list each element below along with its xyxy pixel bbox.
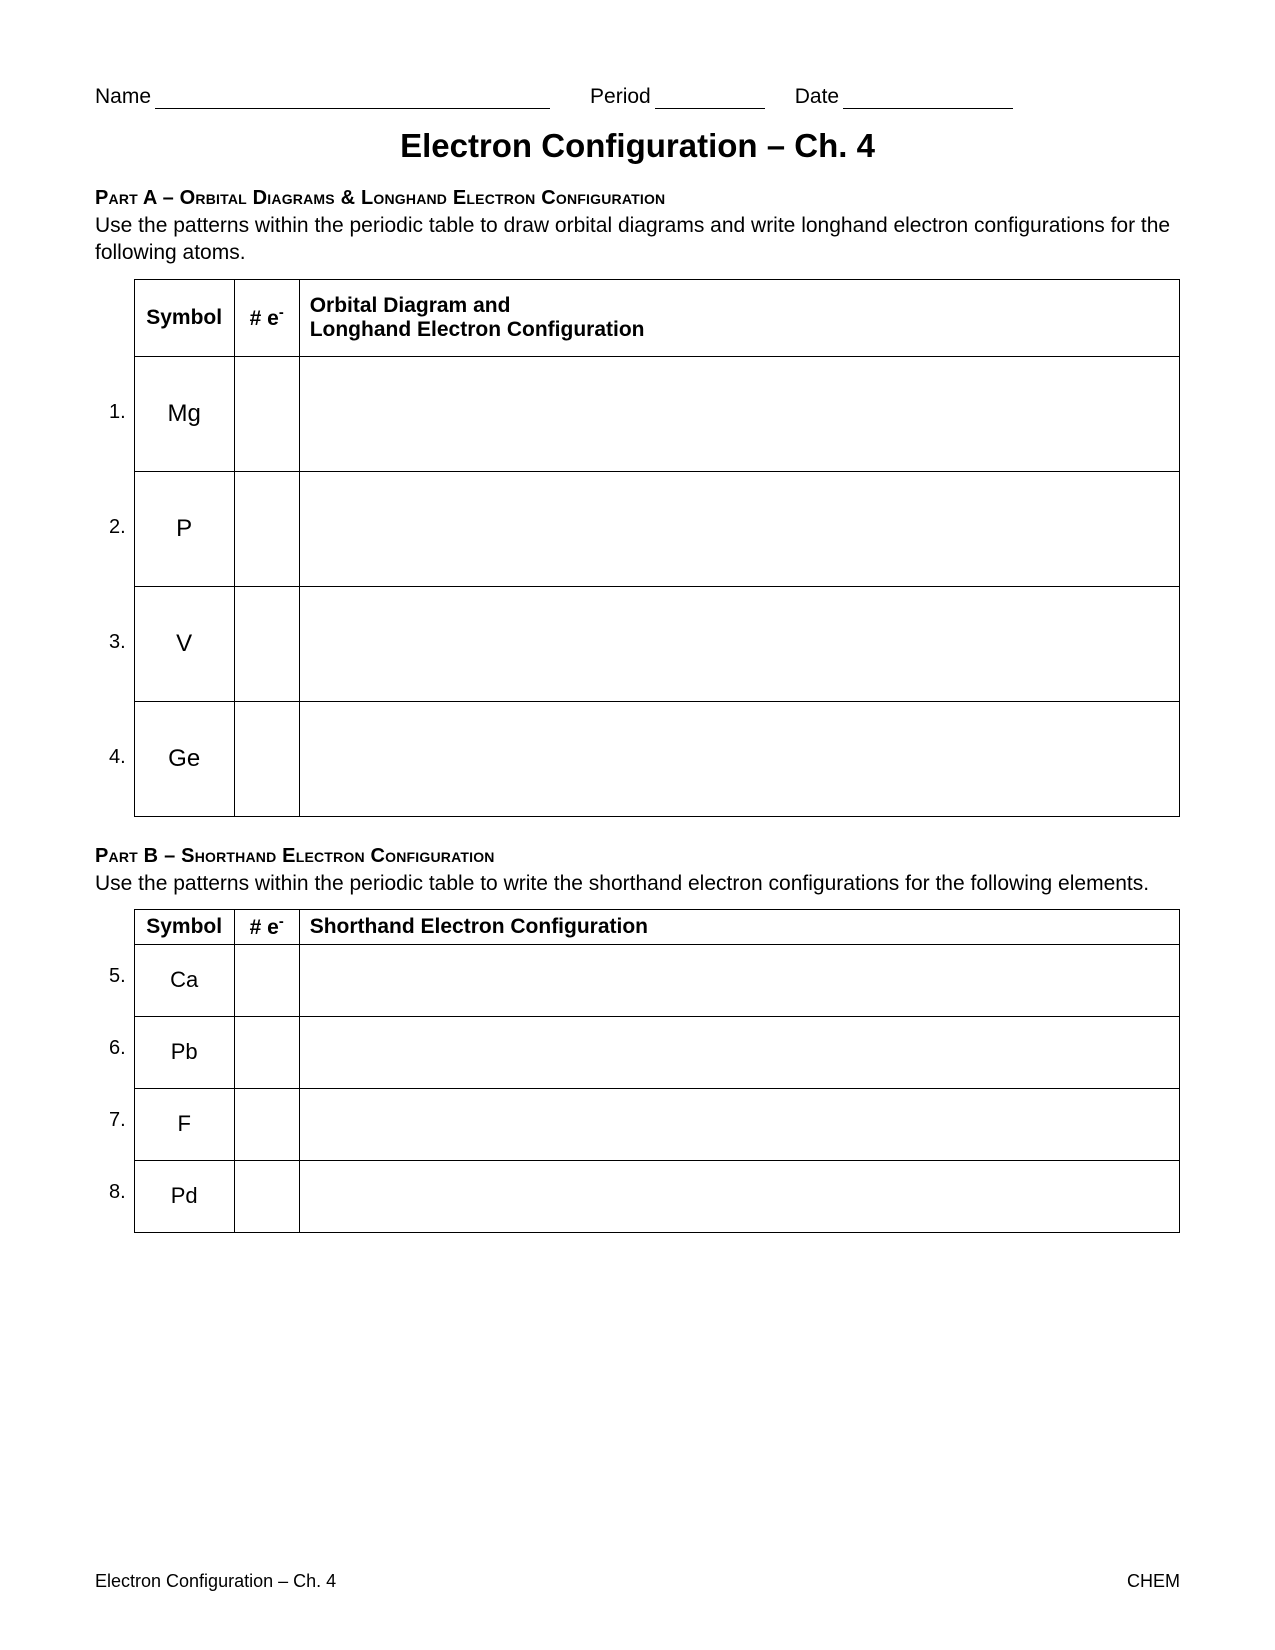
col-header-config: Shorthand Electron Configuration <box>299 909 1179 944</box>
spacer <box>109 909 126 941</box>
row-number: 7. <box>109 1085 126 1157</box>
e-count-cell[interactable] <box>234 586 299 701</box>
e-count-cell[interactable] <box>234 701 299 816</box>
symbol-cell: Mg <box>134 356 234 471</box>
symbol-cell: Pb <box>134 1016 234 1088</box>
period-label: Period <box>590 85 651 109</box>
name-blank[interactable] <box>155 88 550 109</box>
diagram-cell[interactable] <box>299 356 1179 471</box>
footer-right: CHEM <box>1127 1571 1180 1592</box>
table-row: V <box>134 586 1179 701</box>
part-b-instructions: Use the patterns within the periodic tab… <box>95 870 1180 897</box>
symbol-cell: P <box>134 471 234 586</box>
part-a-row-numbers: 1. 2. 3. 4. <box>109 279 134 817</box>
table-row: Ca <box>134 944 1179 1016</box>
footer-left: Electron Configuration – Ch. 4 <box>95 1571 336 1592</box>
diagram-cell[interactable] <box>299 701 1179 816</box>
config-cell[interactable] <box>299 1160 1179 1232</box>
worksheet-page: Name Period Date Electron Configuration … <box>0 0 1275 1650</box>
e-count-sup: - <box>279 305 284 321</box>
row-number: 2. <box>109 470 126 585</box>
table-row: Pb <box>134 1016 1179 1088</box>
page-footer: Electron Configuration – Ch. 4 CHEM <box>95 1571 1180 1592</box>
diagram-cell[interactable] <box>299 586 1179 701</box>
date-label: Date <box>795 85 839 109</box>
symbol-cell: F <box>134 1088 234 1160</box>
e-count-cell[interactable] <box>234 1088 299 1160</box>
row-number: 5. <box>109 941 126 1013</box>
table-row: F <box>134 1088 1179 1160</box>
e-count-prefix: # e <box>250 916 279 939</box>
part-a-instructions: Use the patterns within the periodic tab… <box>95 212 1180 267</box>
date-blank[interactable] <box>843 88 1013 109</box>
header-fields: Name Period Date <box>95 85 1180 109</box>
row-number: 6. <box>109 1013 126 1085</box>
e-count-prefix: # e <box>250 307 279 330</box>
symbol-cell: Ge <box>134 701 234 816</box>
row-number: 4. <box>109 700 126 815</box>
row-number: 3. <box>109 585 126 700</box>
part-b-table: Symbol # e- Shorthand Electron Configura… <box>134 909 1180 1233</box>
part-a-heading: Part A – Orbital Diagrams & Longhand Ele… <box>95 187 1180 210</box>
name-label: Name <box>95 85 151 109</box>
col-header-symbol: Symbol <box>134 909 234 944</box>
row-number: 8. <box>109 1157 126 1229</box>
part-b-row-numbers: 5. 6. 7. 8. <box>109 909 134 1233</box>
config-cell[interactable] <box>299 1016 1179 1088</box>
table-row: Pd <box>134 1160 1179 1232</box>
part-b-table-wrap: 5. 6. 7. 8. Symbol # e- Shorthand Electr… <box>109 909 1180 1233</box>
e-count-cell[interactable] <box>234 1016 299 1088</box>
col-header-diagram: Orbital Diagram and Longhand Electron Co… <box>299 279 1179 356</box>
e-count-sup: - <box>279 914 284 930</box>
diagram-cell[interactable] <box>299 471 1179 586</box>
diagram-header-line2: Longhand Electron Configuration <box>310 318 645 341</box>
table-row: P <box>134 471 1179 586</box>
spacer <box>95 817 1180 845</box>
diagram-header-line1: Orbital Diagram and <box>310 294 511 317</box>
part-a-table-wrap: 1. 2. 3. 4. Symbol # e- Orbital Diagram … <box>109 279 1180 817</box>
part-b-heading: Part B – Shorthand Electron Configuratio… <box>95 845 1180 868</box>
part-a-table: Symbol # e- Orbital Diagram and Longhand… <box>134 279 1180 817</box>
config-cell[interactable] <box>299 1088 1179 1160</box>
period-blank[interactable] <box>655 88 765 109</box>
col-header-e-count: # e- <box>234 279 299 356</box>
table-row: Mg <box>134 356 1179 471</box>
page-title: Electron Configuration – Ch. 4 <box>95 127 1180 165</box>
e-count-cell[interactable] <box>234 944 299 1016</box>
e-count-cell[interactable] <box>234 471 299 586</box>
symbol-cell: V <box>134 586 234 701</box>
row-number: 1. <box>109 355 126 470</box>
config-cell[interactable] <box>299 944 1179 1016</box>
e-count-cell[interactable] <box>234 1160 299 1232</box>
col-header-symbol: Symbol <box>134 279 234 356</box>
symbol-cell: Pd <box>134 1160 234 1232</box>
col-header-e-count: # e- <box>234 909 299 944</box>
spacer <box>109 279 126 355</box>
e-count-cell[interactable] <box>234 356 299 471</box>
symbol-cell: Ca <box>134 944 234 1016</box>
table-row: Ge <box>134 701 1179 816</box>
